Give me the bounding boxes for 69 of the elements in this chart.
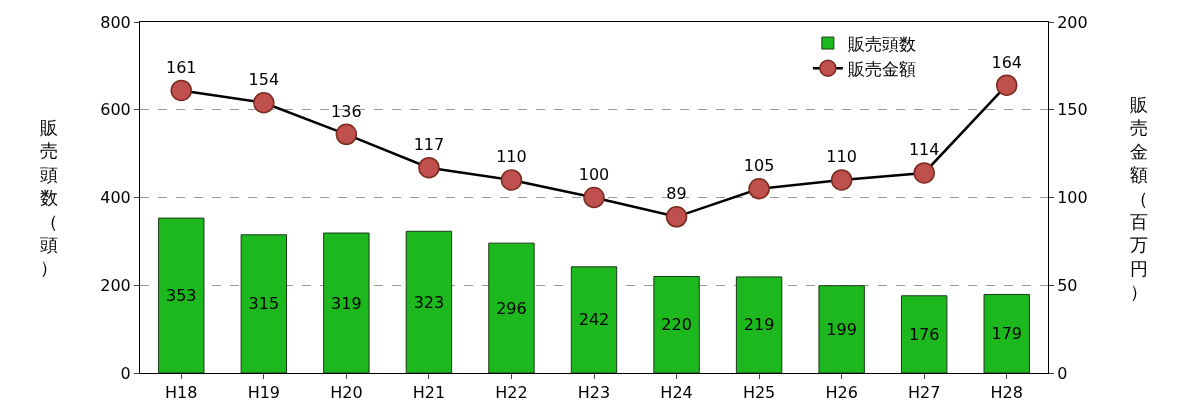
point (913, 162, 935, 184)
point (170, 79, 193, 102)
y2-tick-label: 0 (1057, 363, 1068, 383)
y2-tick-label: 200 (1057, 12, 1088, 32)
legend-label: 販売金額 (847, 58, 916, 79)
bar (570, 266, 618, 373)
data-label: 164 (991, 52, 1022, 72)
bar (983, 293, 1030, 373)
x-tick-label: H19 (247, 383, 281, 403)
bar (158, 217, 205, 373)
y2-tick-label: 50 (1057, 275, 1078, 295)
point (665, 206, 688, 228)
bar (240, 234, 288, 373)
x-tick-label: H23 (577, 383, 611, 403)
data-label: 89 (666, 184, 687, 204)
data-label: 110 (826, 147, 857, 167)
x-tick-label: H26 (825, 383, 858, 403)
bar (405, 230, 453, 373)
y2-tick-label: 100 (1057, 188, 1088, 208)
data-label: 319 (331, 293, 362, 313)
bar (323, 232, 370, 373)
point (335, 123, 358, 146)
data-label: 161 (166, 57, 197, 77)
x-tick-label: H18 (165, 383, 198, 403)
data-label: 114 (908, 140, 940, 160)
point (995, 74, 1018, 96)
legend-label: 販売頭数 (847, 33, 916, 54)
data-label: 117 (413, 135, 445, 155)
point (583, 186, 605, 209)
data-label: 296 (496, 298, 527, 318)
y-tick-label: 0 (120, 363, 131, 383)
data-label: 199 (826, 319, 857, 339)
data-label: 353 (166, 286, 197, 306)
y-tick-label: 400 (100, 188, 131, 208)
data-label: 219 (743, 315, 775, 335)
point (500, 169, 523, 191)
point (418, 156, 440, 179)
data-label: 100 (578, 165, 610, 184)
bar (818, 285, 865, 373)
bar (735, 276, 783, 373)
data-label: 110 (496, 147, 527, 167)
point (253, 91, 275, 114)
y-tick-label: 200 (100, 275, 131, 295)
data-label: 323 (413, 292, 445, 312)
bar (653, 275, 700, 373)
data-label: 242 (578, 310, 610, 330)
data-label: 105 (743, 156, 775, 176)
data-label: 179 (991, 324, 1022, 344)
text: 販売金額（百万円） (1130, 94, 1148, 303)
y2-tick-label: 150 (1057, 100, 1088, 120)
x-tick-label: H21 (412, 383, 446, 403)
data-label: 154 (248, 70, 280, 90)
x-tick-label: H22 (495, 383, 528, 403)
x-tick-label: H25 (742, 383, 776, 403)
bar (488, 242, 535, 373)
x-tick-label: H24 (660, 383, 693, 403)
point (748, 177, 770, 200)
x-tick-label: H27 (907, 383, 941, 403)
x-tick-label: H28 (990, 383, 1023, 403)
data-label: 220 (661, 315, 692, 335)
y-tick-label: 800 (100, 12, 131, 32)
y-tick-label: 600 (100, 100, 131, 120)
data-label: 176 (908, 324, 940, 344)
y-axis-title: 販売頭数（頭） (40, 117, 58, 279)
data-label: 315 (248, 294, 280, 314)
point (830, 169, 853, 191)
data-label: 136 (331, 101, 362, 121)
x-tick-label: H20 (330, 383, 363, 403)
bar (900, 295, 948, 373)
